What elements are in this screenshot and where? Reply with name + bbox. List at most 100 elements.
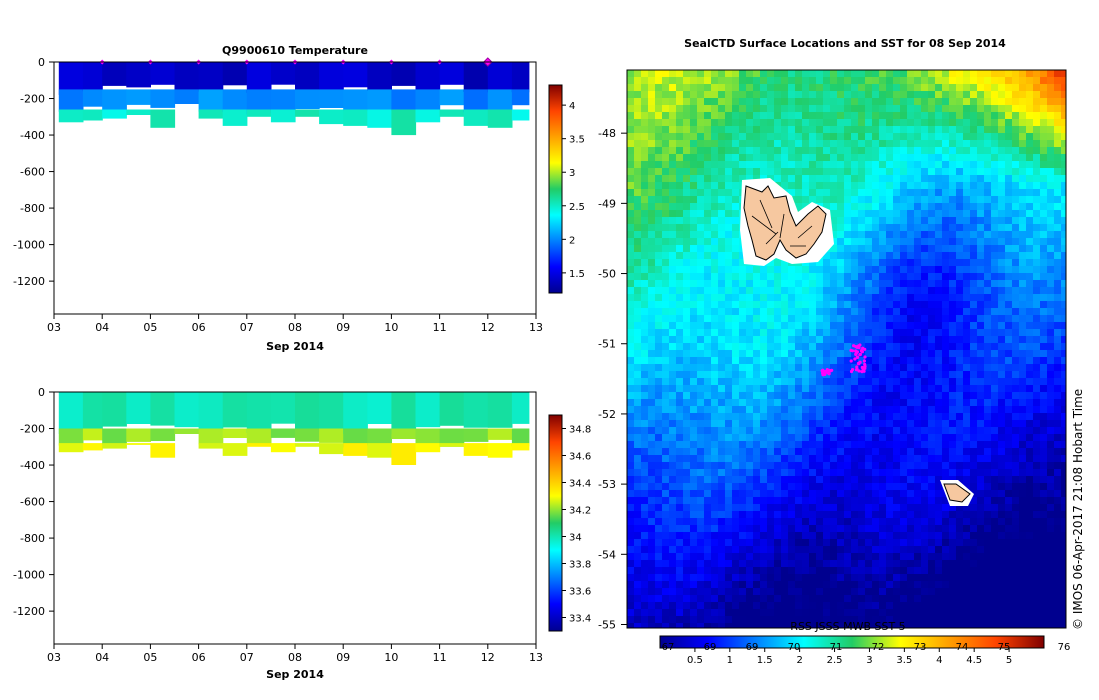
sst-cell <box>711 210 719 218</box>
sst-cell <box>648 133 656 141</box>
sst-cell <box>1054 77 1062 85</box>
sst-cell <box>697 378 705 386</box>
sst-cell <box>914 399 922 407</box>
sst-cell <box>690 273 698 281</box>
sst-cell <box>900 210 908 218</box>
sst-cell <box>1061 476 1066 484</box>
sst-cell <box>844 336 852 344</box>
sst-cell <box>1033 301 1041 309</box>
sst-cell <box>718 175 726 183</box>
sst-cell <box>1005 420 1013 428</box>
sst-cell <box>914 525 922 533</box>
sst-cell <box>718 287 726 295</box>
sst-cell <box>1012 70 1020 78</box>
sst-cell <box>662 483 670 491</box>
sst-cell <box>627 84 635 92</box>
sst-cell <box>907 77 915 85</box>
sst-cell <box>788 175 796 183</box>
sst-cell <box>634 245 642 253</box>
sst-cell <box>1054 343 1062 351</box>
sst-cell <box>648 518 656 526</box>
sst-cell <box>851 287 859 295</box>
sst-cell <box>1061 189 1066 197</box>
sst-cell <box>851 210 859 218</box>
sst-cell <box>977 210 985 218</box>
sst-cell <box>949 357 957 365</box>
sst-cell <box>788 448 796 456</box>
sst-cell <box>760 84 768 92</box>
sst-cell <box>1012 497 1020 505</box>
sst-cell <box>739 147 747 155</box>
sst-cell <box>970 329 978 337</box>
sst-cell <box>746 581 754 589</box>
sst-cell <box>1019 546 1027 554</box>
sst-cell <box>963 343 971 351</box>
sst-cell <box>802 385 810 393</box>
sst-cell <box>816 399 824 407</box>
sst-cell <box>921 399 929 407</box>
sst-cell <box>970 406 978 414</box>
sst-cell <box>1026 301 1034 309</box>
sst-cell <box>725 133 733 141</box>
sst-cell <box>893 441 901 449</box>
sst-cell <box>1026 343 1034 351</box>
sst-cell <box>991 441 999 449</box>
sst-cell <box>823 259 831 267</box>
sst-cell <box>1047 98 1055 106</box>
sst-cell <box>984 469 992 477</box>
sst-cell <box>1054 448 1062 456</box>
sst-cell <box>886 119 894 127</box>
sst-cell <box>998 392 1006 400</box>
sst-cell <box>991 574 999 582</box>
sst-cell <box>837 259 845 267</box>
sst-cell <box>732 595 740 603</box>
sst-cell <box>690 385 698 393</box>
sst-cell <box>1033 259 1041 267</box>
sst-cell <box>1033 161 1041 169</box>
sst-cell <box>872 553 880 561</box>
sst-cell <box>795 280 803 288</box>
sst-cell <box>900 392 908 400</box>
sst-cell <box>753 385 761 393</box>
sst-cell <box>662 147 670 155</box>
sst-cell <box>998 329 1006 337</box>
sst-cell <box>837 336 845 344</box>
sst-cell <box>704 245 712 253</box>
sst-cell <box>683 84 691 92</box>
sst-cell <box>711 511 719 519</box>
sst-cell <box>1061 518 1066 526</box>
sst-cell <box>1047 385 1055 393</box>
sst-cell <box>781 182 789 190</box>
sst-cell <box>886 98 894 106</box>
sst-cell <box>774 497 782 505</box>
sst-cell <box>914 196 922 204</box>
sst-cell <box>921 427 929 435</box>
sst-cell <box>697 539 705 547</box>
sst-cell <box>900 217 908 225</box>
sst-cell <box>823 469 831 477</box>
sst-cell <box>1026 581 1034 589</box>
sst-cell <box>984 231 992 239</box>
sst-cell <box>704 119 712 127</box>
salinity-heatmap <box>58 392 530 465</box>
sst-cell <box>711 350 719 358</box>
sst-cell <box>977 497 985 505</box>
sst-cell <box>683 392 691 400</box>
sst-cell <box>1040 434 1048 442</box>
sst-cell <box>928 238 936 246</box>
sst-cell <box>655 518 663 526</box>
sst-cell <box>1033 119 1041 127</box>
sst-cell <box>1040 441 1048 449</box>
sst-cell <box>1012 294 1020 302</box>
sst-cell <box>823 168 831 176</box>
sst-cell <box>1033 315 1041 323</box>
sst-cell <box>907 91 915 99</box>
sst-cell <box>627 553 635 561</box>
sst-cell <box>718 357 726 365</box>
sst-cell <box>935 252 943 260</box>
sst-cell <box>648 308 656 316</box>
sst-cell <box>921 490 929 498</box>
sst-cell <box>991 518 999 526</box>
sst-cell <box>1033 560 1041 568</box>
sst-cell <box>851 105 859 113</box>
